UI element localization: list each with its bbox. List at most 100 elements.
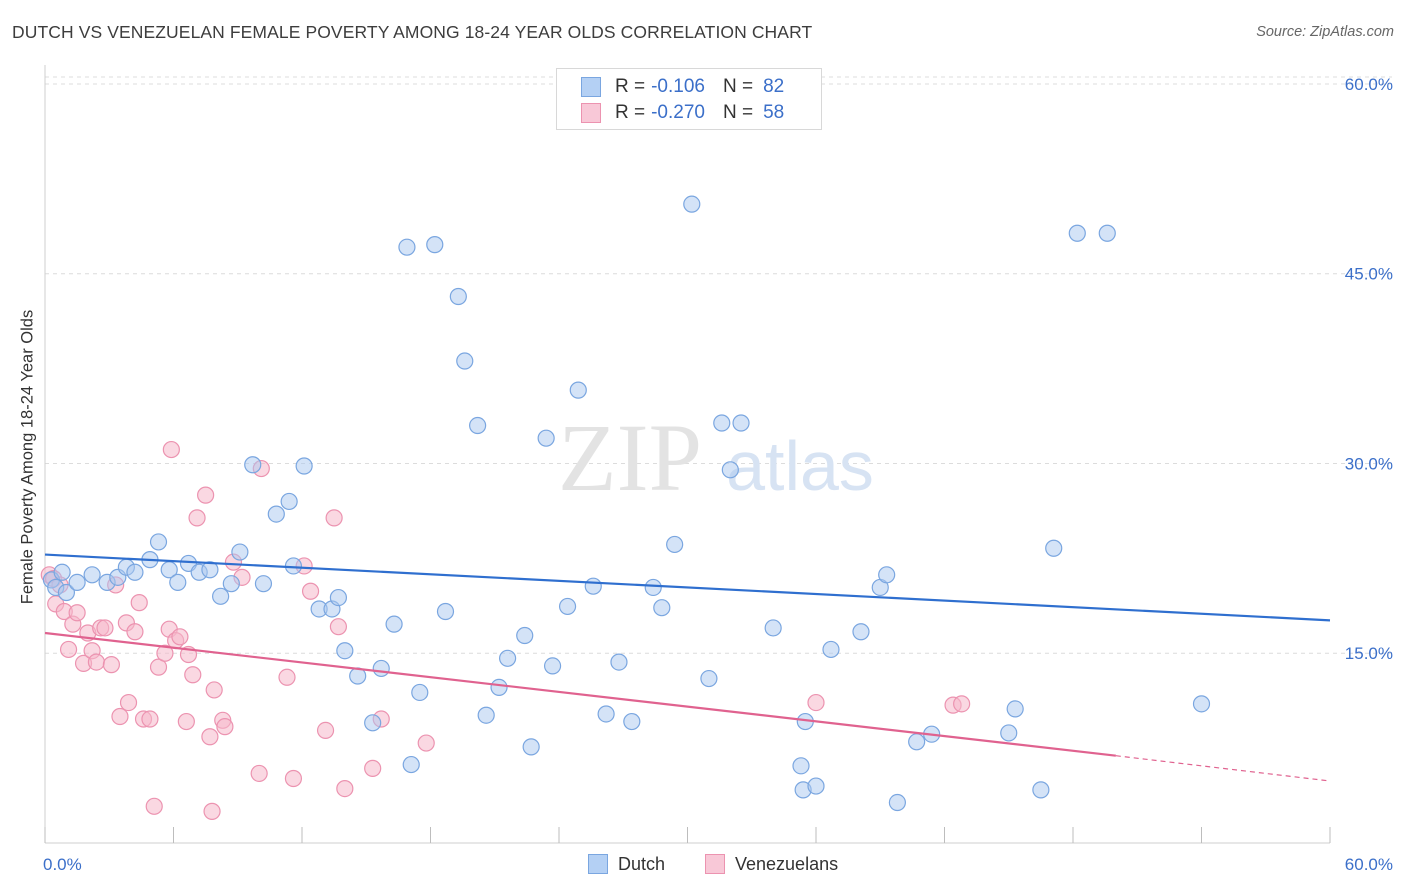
venezuelans-point [188,509,206,527]
dutch-point [852,623,870,641]
dutch-point [231,543,249,561]
dutch-point [713,414,731,432]
venezuelans-point [141,710,159,728]
legend-r-value: -0.106 [651,76,705,97]
venezuelans-point [301,582,320,600]
dutch-point [721,461,739,479]
venezuelans-point [149,658,168,676]
dutch-points [42,195,1211,812]
dutch-point [1098,224,1116,242]
dutch-point [244,456,262,474]
legend-r-label: R = [615,76,646,97]
dutch-point [385,615,403,633]
dutch-point [222,575,240,593]
dutch-point [584,577,602,595]
venezuelans-point [250,764,268,783]
dutch-point [83,566,101,584]
dutch-point [426,236,444,254]
watermark: ZIP atlas [558,404,874,511]
venezuelans-trend-extension [1115,755,1331,782]
watermark-atlas: atlas [726,427,874,505]
dutch-point [558,597,577,616]
dutch-point [610,653,628,671]
dutch-point [1000,724,1018,742]
venezuelans-point [177,712,195,731]
chart-title: DUTCH VS VENEZUELAN FEMALE POVERTY AMONG… [12,22,813,42]
venezuelans-point [329,618,348,636]
venezuelans-point [59,640,78,659]
dutch-point [149,533,168,551]
dutch-point [522,738,540,756]
dutch-point [169,573,187,592]
dutch-point [477,706,495,724]
dutch-point [329,588,348,607]
stats-legend: R = -0.106 N = 82 R = -0.270 N = 58 [556,68,822,130]
x-tick-label: 0.0% [43,855,82,874]
legend-row-venezuelans: R = -0.270 N = 58 [581,100,784,126]
dutch-point [280,492,298,511]
dutch-point [792,757,810,775]
legend-r-value: -0.270 [651,102,705,123]
dutch-point [469,416,487,435]
dutch-point [653,599,671,617]
dutch-point [436,602,455,621]
y-axis-label: Female Poverty Among 18-24 Year Olds [18,309,37,605]
legend-n-value: 82 [763,76,785,97]
x-tick-label: 60.0% [1345,855,1393,874]
dutch-point [499,649,517,667]
dutch-point [398,238,416,256]
dutch-point [1032,781,1050,799]
venezuelans-point [284,769,303,788]
legend-n-label: N = [722,102,754,123]
venezuelans-point [336,780,354,798]
dutch-point [597,705,615,723]
y-tick-label: 45.0% [1345,265,1393,284]
venezuelans-point [87,653,106,671]
venezuelans-point [417,734,435,752]
venezuelans-point [364,759,382,777]
dutch-legend-swatch [588,854,608,874]
dutch-point [336,642,354,660]
dutch-point [212,587,230,605]
y-tick-label: 30.0% [1345,454,1393,473]
venezuelans-point [126,623,144,641]
dutch-point [53,563,71,581]
dutch-point [449,287,467,306]
dutch-point [908,733,926,751]
venezuelans-point [184,666,202,684]
venezuelans-point [162,440,180,459]
dutch-trend-line [44,553,1331,622]
y-tick-label: 15.0% [1345,644,1393,663]
venezuelans-point [325,509,343,527]
dutch-point [490,678,508,697]
bottom-legend-venezuelans: Venezuelans [705,852,838,876]
grid-layer [45,76,1392,654]
venezuelans-trend-line [44,631,1116,757]
legend-n-label: N = [722,76,754,97]
venezuelans-point [197,486,215,504]
dutch-point [888,793,906,812]
dutch-point [456,352,474,370]
venezuelans-point [278,668,296,686]
venezuelans-point [111,707,129,726]
venezuelans-point [953,695,971,713]
venezuelans-point [102,656,120,674]
dutch-point [543,657,562,675]
venezuelans-point [96,619,114,637]
venezuelans-point [68,604,86,622]
venezuelans-point [130,594,148,612]
dutch-point [411,683,429,702]
dutch-point [364,714,382,732]
venezuelans-point [203,802,221,820]
axis-layer [44,65,1331,844]
dutch-point [201,561,219,579]
dutch-point [516,626,534,645]
chart-source: Source: ZipAtlas.com [1256,24,1394,40]
trend-lines [44,553,1331,782]
dutch-legend-label: Dutch [618,853,666,874]
dutch-point [822,640,840,659]
dutch-point [666,535,684,554]
venezuelans-point [201,728,219,746]
legend-r-label: R = [615,102,646,123]
